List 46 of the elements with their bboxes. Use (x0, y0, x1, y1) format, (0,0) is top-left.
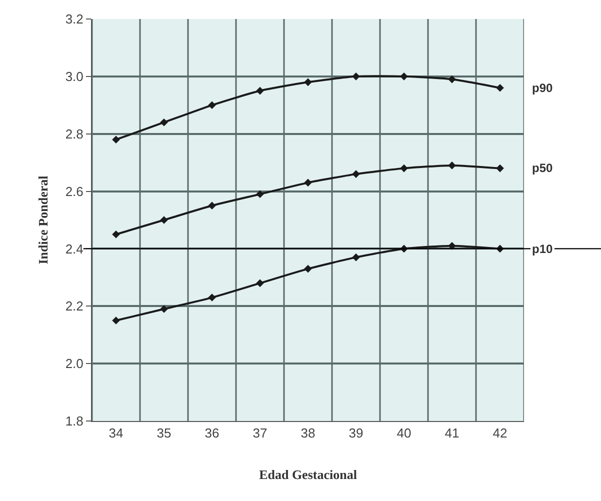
y-tick-label: 2.6 (65, 184, 84, 199)
x-tick-label: 41 (444, 426, 460, 441)
point (208, 101, 216, 110)
point (496, 164, 504, 172)
y-tick-label: 2.2 (65, 298, 84, 314)
point (352, 72, 360, 80)
point (352, 170, 360, 178)
x-axis-title: Edad Gestacional (259, 467, 358, 482)
point (448, 162, 456, 170)
point (112, 230, 120, 238)
point (496, 84, 504, 92)
point (208, 202, 216, 210)
text: p90 (532, 81, 554, 95)
y-tick-label: 1.8 (65, 414, 84, 429)
x-tick-label: 38 (300, 426, 316, 441)
point (112, 136, 120, 144)
point (160, 216, 168, 224)
y-tick-label: 3.0 (65, 68, 84, 84)
x-tick-label: 36 (204, 426, 220, 441)
y-tick-label: 2.0 (65, 356, 84, 372)
point (112, 316, 120, 324)
point (304, 178, 312, 187)
point (256, 86, 264, 95)
x-tick-label: 34 (108, 426, 124, 441)
text: p10 (532, 242, 554, 256)
y-axis-title: Indice Ponderal (35, 175, 50, 264)
point (352, 253, 360, 262)
text: p50 (532, 161, 554, 175)
point (400, 72, 408, 80)
x-tick-label: 42 (492, 426, 508, 441)
point (304, 78, 312, 86)
y-tick-label: 3.2 (65, 12, 84, 27)
x-tick-label: 39 (348, 426, 364, 441)
y-tick-label: 2.8 (65, 126, 84, 142)
point (160, 118, 168, 126)
point (160, 305, 168, 313)
point (400, 164, 408, 172)
x-tick-label: 37 (252, 426, 268, 441)
point (448, 75, 456, 84)
y-tick-label: 2.4 (65, 241, 84, 256)
point (304, 264, 312, 273)
point (256, 279, 264, 288)
x-tick-label: 35 (156, 426, 172, 441)
x-tick-label: 40 (396, 426, 412, 441)
point (256, 190, 264, 198)
point (208, 294, 216, 302)
